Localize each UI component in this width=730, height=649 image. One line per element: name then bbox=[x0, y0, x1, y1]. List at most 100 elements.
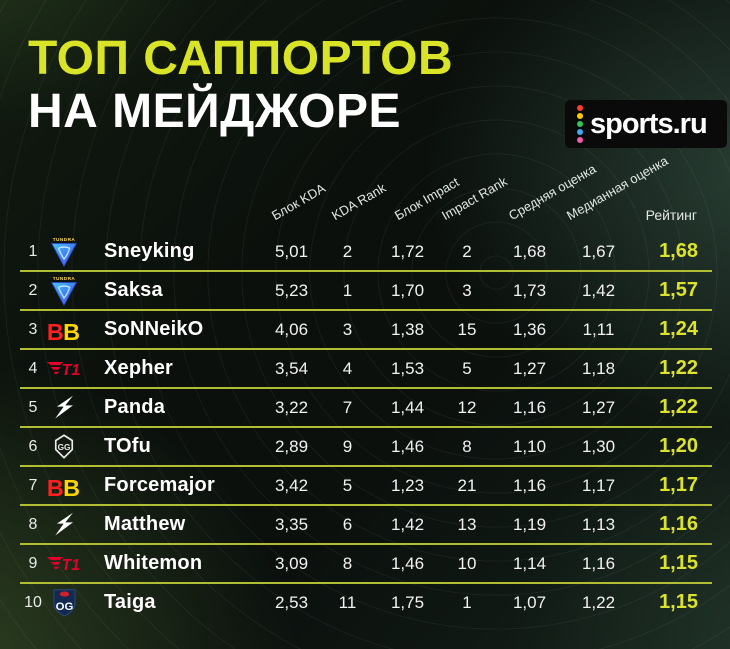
team-logo-azureray bbox=[46, 393, 82, 422]
team-logo-gaimin bbox=[46, 432, 82, 461]
rank-cell: 5 bbox=[28, 398, 38, 416]
col-header-rating: Рейтинг bbox=[645, 207, 697, 223]
rank-cell: 9 bbox=[28, 554, 38, 572]
team-logo-tundra bbox=[46, 275, 82, 307]
player-name: SoNNeikO bbox=[104, 318, 204, 340]
team-logo-t1 bbox=[46, 552, 82, 576]
player-name: Forcemajor bbox=[104, 474, 215, 496]
player-name: Sneyking bbox=[104, 240, 195, 262]
rating-cell: 1,57 bbox=[659, 279, 698, 301]
table-row: 10 Taiga 2,53 11 1,75 1 1,07 1,22 1,15 bbox=[20, 584, 712, 621]
kda-rank-cell: 11 bbox=[338, 592, 357, 612]
impact-rank-cell: 13 bbox=[457, 514, 477, 534]
impact-rank-cell: 1 bbox=[462, 592, 472, 612]
rating-cell: 1,68 bbox=[659, 240, 698, 262]
avg-score-cell: 1,16 bbox=[512, 397, 547, 417]
player-name: Matthew bbox=[104, 513, 186, 535]
player-name: Whitemon bbox=[104, 552, 203, 574]
rank-cell: 1 bbox=[28, 242, 38, 260]
kda-cell: 5,01 bbox=[274, 241, 309, 261]
avg-score-cell: 1,16 bbox=[512, 475, 547, 495]
player-name: Saksa bbox=[104, 279, 163, 301]
rank-cell: 8 bbox=[28, 515, 38, 533]
rank-cell: 4 bbox=[28, 359, 38, 377]
median-score-cell: 1,27 bbox=[581, 397, 616, 417]
rating-cell: 1,24 bbox=[659, 318, 698, 340]
impact-cell: 1,70 bbox=[390, 280, 425, 300]
rank-cell: 3 bbox=[28, 320, 38, 338]
kda-cell: 3,09 bbox=[274, 553, 309, 573]
median-score-cell: 1,42 bbox=[581, 280, 616, 300]
rank-cell: 2 bbox=[28, 281, 38, 299]
table-row: 6 TOfu 2,89 9 1,46 8 1,10 1,30 1,20 bbox=[20, 428, 712, 467]
impact-cell: 1,42 bbox=[390, 514, 425, 534]
sports-ru-dots-icon bbox=[577, 105, 583, 143]
kda-rank-cell: 9 bbox=[342, 436, 353, 456]
player-name: TOfu bbox=[104, 435, 152, 457]
impact-cell: 1,46 bbox=[390, 436, 425, 456]
kda-cell: 4,06 bbox=[274, 319, 309, 339]
avg-score-cell: 1,73 bbox=[512, 280, 547, 300]
kda-rank-cell: 6 bbox=[342, 514, 353, 534]
brand-dot bbox=[577, 105, 583, 111]
kda-cell: 5,23 bbox=[274, 280, 309, 300]
table-row: 2 Saksa 5,23 1 1,70 3 1,73 1,42 1,57 bbox=[20, 272, 712, 311]
brand-dot bbox=[577, 137, 583, 143]
sports-ru-logo: sports.ru bbox=[565, 100, 727, 148]
impact-cell: 1,44 bbox=[390, 397, 425, 417]
impact-rank-cell: 2 bbox=[462, 241, 472, 261]
rank-cell: 6 bbox=[28, 437, 38, 455]
kda-cell: 3,35 bbox=[274, 514, 309, 534]
impact-cell: 1,38 bbox=[390, 319, 425, 339]
title-line-accent: ТОП САППОРТОВ bbox=[28, 32, 454, 85]
team-logo-t1 bbox=[46, 357, 82, 381]
kda-rank-cell: 1 bbox=[342, 280, 353, 300]
kda-cell: 3,42 bbox=[274, 475, 309, 495]
rating-cell: 1,17 bbox=[659, 474, 698, 496]
brand-dot bbox=[577, 113, 583, 119]
table-row: 1 Sneyking 5,01 2 1,72 2 1,68 1,67 1,68 bbox=[20, 233, 712, 272]
team-logo-betboom bbox=[46, 317, 82, 343]
player-name: Taiga bbox=[104, 591, 156, 613]
col-header-block-kda: Блок KDA bbox=[269, 180, 328, 224]
rating-cell: 1,15 bbox=[659, 552, 698, 574]
median-score-cell: 1,30 bbox=[581, 436, 616, 456]
avg-score-cell: 1,19 bbox=[512, 514, 547, 534]
avg-score-cell: 1,68 bbox=[512, 241, 547, 261]
median-score-cell: 1,18 bbox=[581, 358, 616, 378]
avg-score-cell: 1,27 bbox=[512, 358, 547, 378]
median-score-cell: 1,13 bbox=[581, 514, 616, 534]
table-row: 8 Matthew 3,35 6 1,42 13 1,19 1,13 1,16 bbox=[20, 506, 712, 545]
player-name: Panda bbox=[104, 396, 166, 418]
table-row: 9 Whitemon 3,09 8 1,46 10 1,14 1,16 1,15 bbox=[20, 545, 712, 584]
kda-rank-cell: 3 bbox=[342, 319, 353, 339]
impact-cell: 1,72 bbox=[390, 241, 425, 261]
col-header-kda-rank: KDA Rank bbox=[329, 180, 389, 224]
team-logo-og bbox=[46, 587, 82, 618]
kda-cell: 2,89 bbox=[274, 436, 309, 456]
impact-cell: 1,53 bbox=[390, 358, 425, 378]
impact-rank-cell: 5 bbox=[462, 358, 472, 378]
page-title: ТОП САППОРТОВ НА МЕЙДЖОРЕ bbox=[28, 32, 453, 138]
rating-cell: 1,16 bbox=[659, 513, 698, 535]
title-line-white: НА МЕЙДЖОРЕ bbox=[28, 85, 401, 138]
median-score-cell: 1,22 bbox=[581, 592, 616, 612]
impact-rank-cell: 10 bbox=[457, 553, 477, 573]
kda-rank-cell: 2 bbox=[342, 241, 353, 261]
brand-dot bbox=[577, 129, 583, 135]
team-logo-azureray bbox=[46, 510, 82, 539]
impact-cell: 1,23 bbox=[390, 475, 425, 495]
avg-score-cell: 1,36 bbox=[512, 319, 547, 339]
kda-cell: 3,54 bbox=[274, 358, 309, 378]
player-name: Xepher bbox=[104, 357, 174, 379]
team-logo-tundra bbox=[46, 236, 82, 268]
rating-cell: 1,22 bbox=[659, 396, 698, 418]
kda-rank-cell: 7 bbox=[342, 397, 353, 417]
rating-cell: 1,22 bbox=[659, 357, 698, 379]
kda-rank-cell: 5 bbox=[342, 475, 353, 495]
kda-cell: 3,22 bbox=[274, 397, 309, 417]
rank-cell: 10 bbox=[24, 593, 42, 611]
kda-cell: 2,53 bbox=[274, 592, 309, 612]
median-score-cell: 1,11 bbox=[582, 319, 615, 339]
